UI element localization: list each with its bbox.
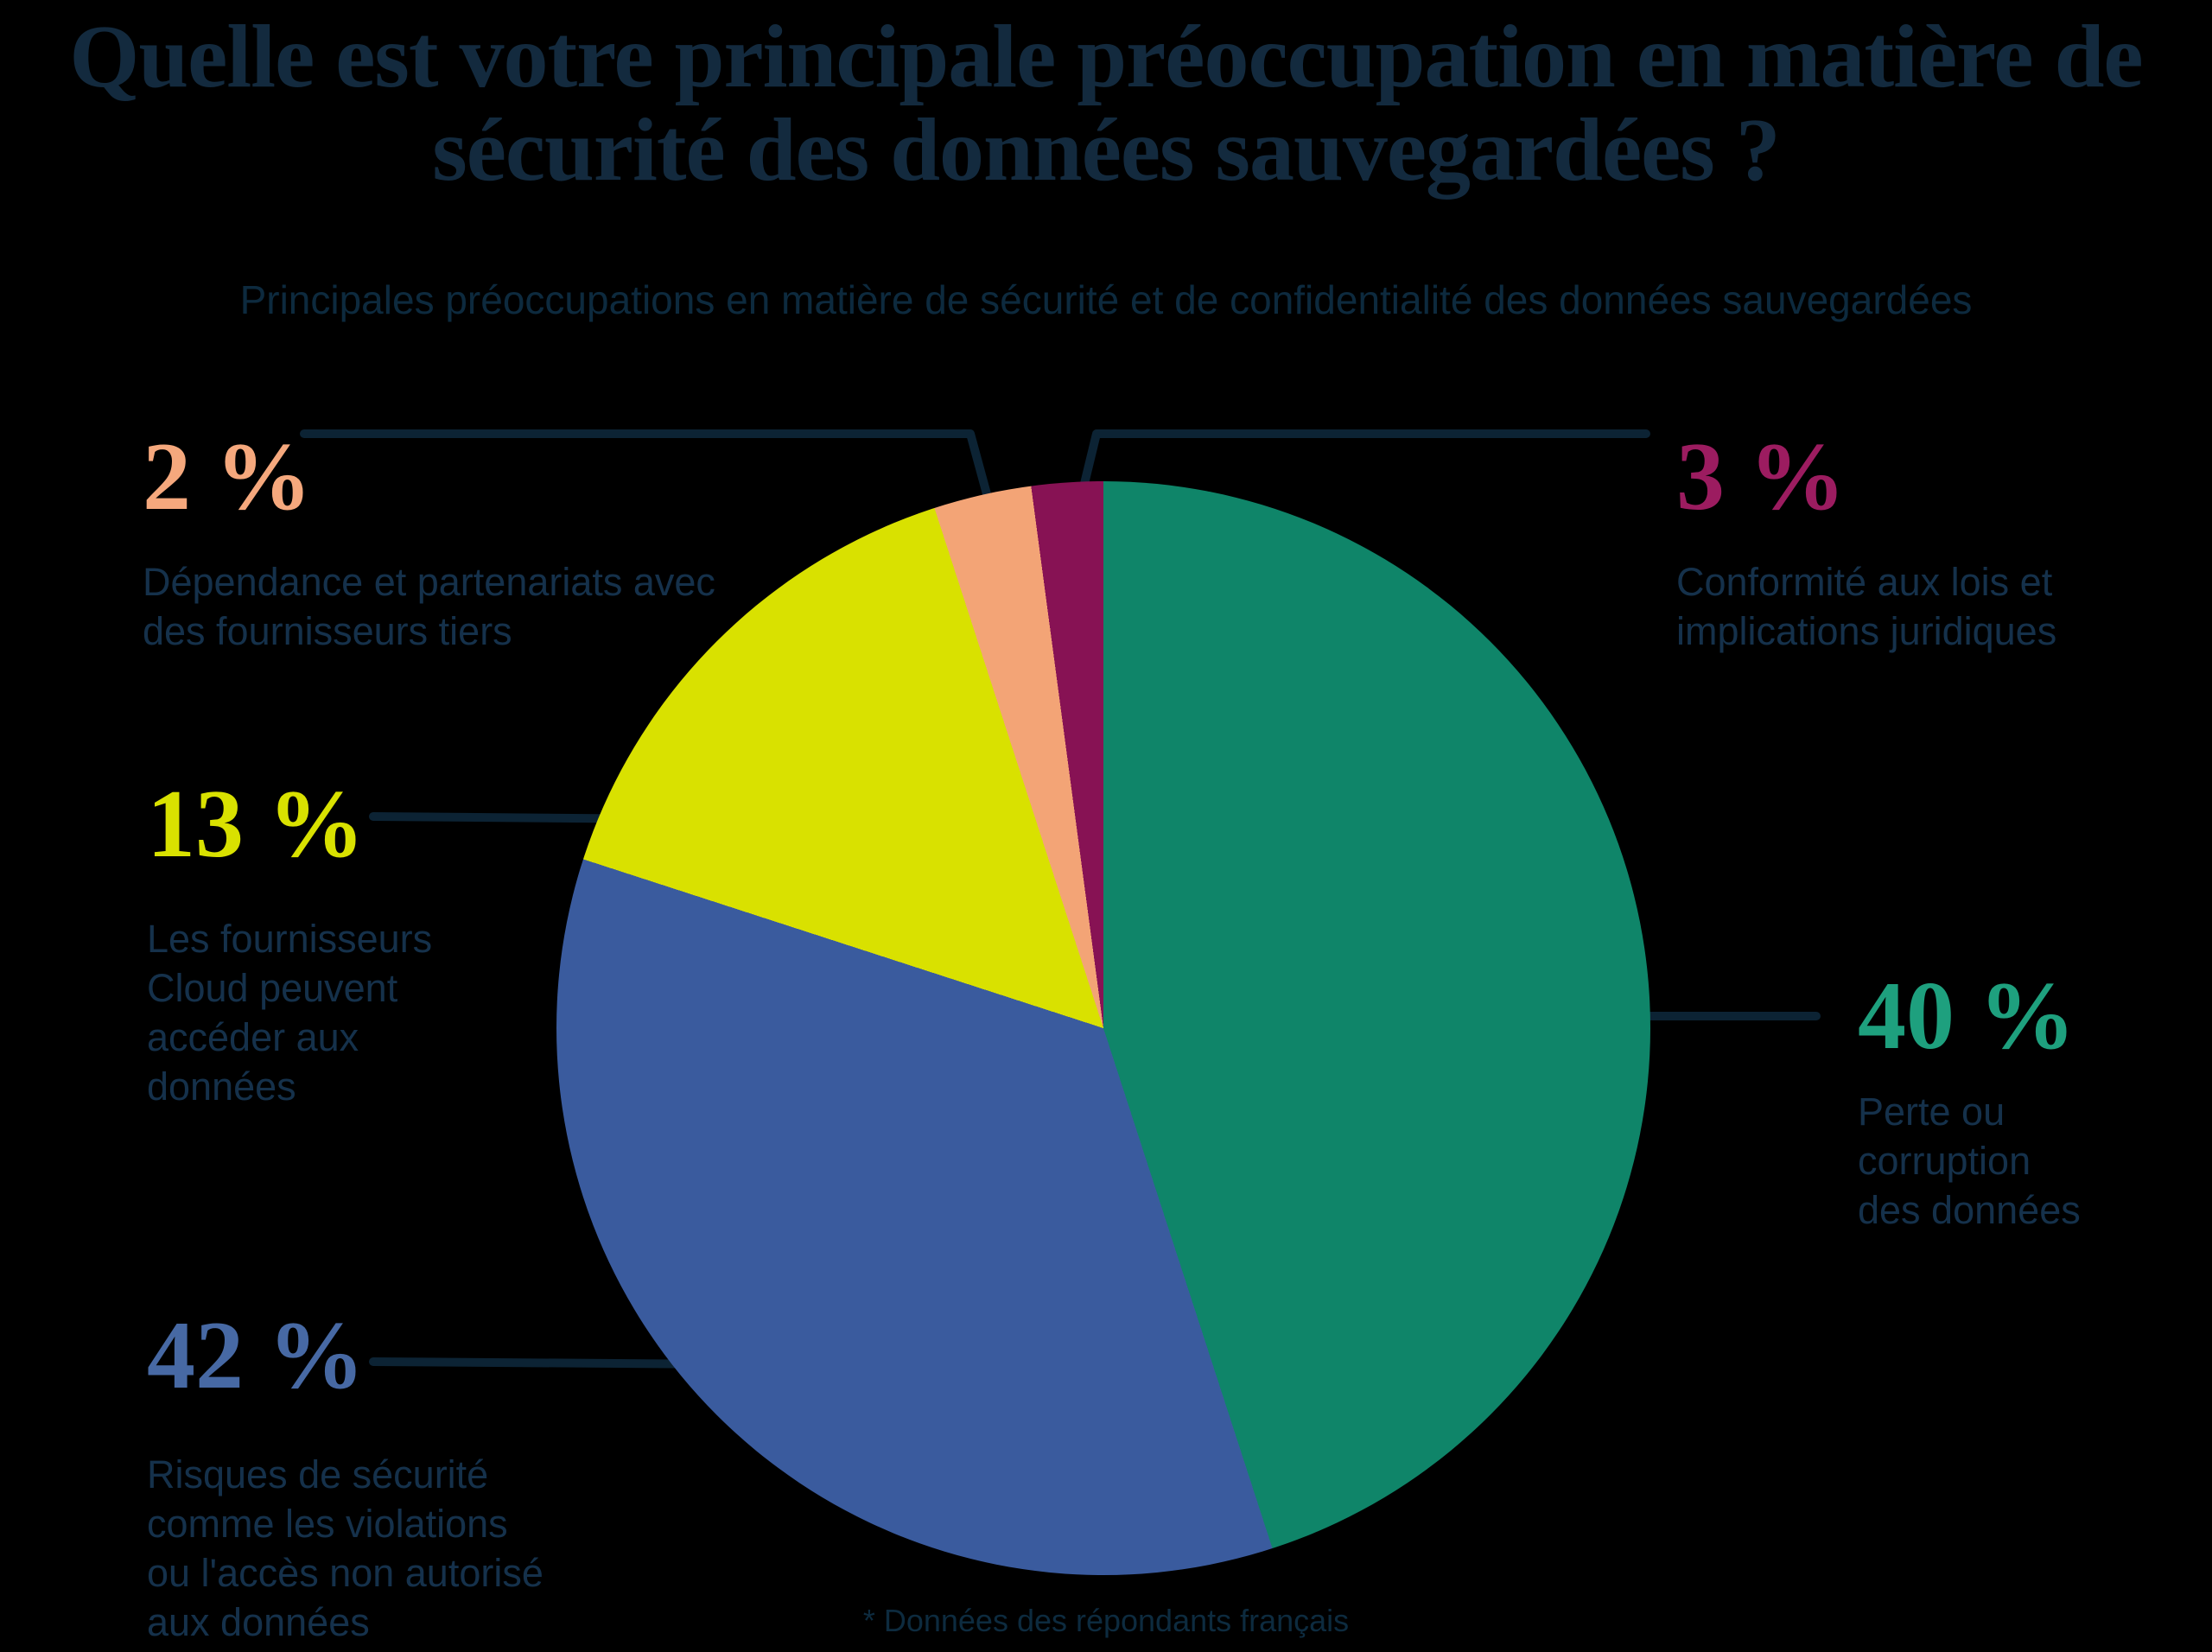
chart-subtitle: Principales préoccupations en matière de… [239, 277, 1973, 322]
percent-label: 3 % [1676, 423, 1846, 531]
percent-label: 13 % [147, 771, 365, 878]
callout-conformite-lois: 3 % Conformité aux lois et implications … [1676, 429, 2056, 656]
footnote: * Données des répondants français [862, 1603, 1350, 1638]
slice-description: Perte ou corruption des données [1858, 1090, 2081, 1233]
callout-risques-securite: 42 % Risques de sécurité comme les viola… [147, 1307, 543, 1648]
percent-label: 40 % [1858, 963, 2075, 1070]
slice-description: Conformité aux lois et implications juri… [1676, 560, 2057, 654]
slice-description: Les fournisseurs Cloud peuvent accéder a… [147, 917, 433, 1109]
callout-dependance-fournisseurs-tiers: 2 % Dépendance et partenariats avec des … [143, 429, 715, 656]
slice-description: Risques de sécurité comme les violations… [147, 1452, 543, 1645]
percent-label: 42 % [147, 1302, 365, 1409]
pie-chart [556, 481, 1650, 1575]
page-title: Quelle est votre principale préoccupatio… [69, 7, 2143, 200]
callout-fournisseurs-cloud: 13 % Les fournisseurs Cloud peuvent accé… [147, 776, 432, 1112]
callout-perte-corruption: 40 % Perte ou corruption des données [1858, 968, 2081, 1235]
percent-label: 2 % [143, 423, 312, 531]
slice-description: Dépendance et partenariats avec des four… [143, 560, 715, 654]
